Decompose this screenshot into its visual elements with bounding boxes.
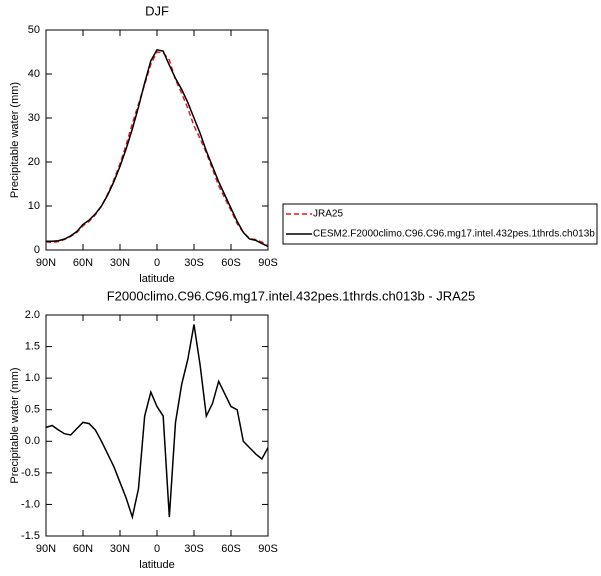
y-tick-label: 0.0 <box>25 435 40 447</box>
chart-title: DJF <box>145 3 169 18</box>
y-tick-label: 2.0 <box>25 309 40 321</box>
series-line <box>45 324 269 520</box>
y-tick-label: 1.5 <box>25 340 40 352</box>
legend-label: CESM2.F2000climo.C96.C96.mg17.intel.432p… <box>313 229 595 240</box>
x-tick-label: 90S <box>258 257 278 269</box>
y-tick-label: -0.5 <box>21 467 40 479</box>
chart-title: F2000climo.C96.C96.mg17.intel.432pes.1th… <box>107 288 476 303</box>
x-tick-label: 60S <box>221 257 241 269</box>
y-axis-label: Precipitable water (mm) <box>9 367 21 483</box>
x-tick-label: 60N <box>73 543 93 555</box>
y-tick-label: 0.5 <box>25 404 40 416</box>
y-axis-label: Precipitable water (mm) <box>9 82 21 198</box>
y-tick-label: 50 <box>28 24 40 36</box>
y-tick-label: 1.0 <box>25 372 40 384</box>
y-tick-label: 40 <box>28 68 40 80</box>
x-tick-label: 30S <box>184 543 204 555</box>
y-tick-label: -1.0 <box>21 498 40 510</box>
x-tick-label: 60S <box>221 543 241 555</box>
x-tick-label: 90N <box>36 543 56 555</box>
series-line <box>46 48 269 248</box>
legend-label: JRA25 <box>313 209 343 220</box>
y-tick-label: 30 <box>28 112 40 124</box>
x-tick-label: 90S <box>258 543 278 555</box>
legend-box <box>282 203 598 245</box>
x-tick-label: 30S <box>184 257 204 269</box>
x-axis-label: latitude <box>139 273 174 285</box>
x-tick-label: 60N <box>73 257 93 269</box>
y-tick-label: 20 <box>28 156 40 168</box>
y-tick-label: 10 <box>28 200 40 212</box>
series-line <box>45 51 269 247</box>
x-tick-label: 30N <box>110 543 130 555</box>
x-tick-label: 0 <box>154 543 160 555</box>
y-tick-label: -1.5 <box>21 530 40 542</box>
y-tick-label: 0 <box>34 244 40 256</box>
x-tick-label: 0 <box>154 257 160 269</box>
x-tick-label: 90N <box>36 257 56 269</box>
x-axis-label: latitude <box>139 559 174 571</box>
x-tick-label: 30N <box>110 257 130 269</box>
